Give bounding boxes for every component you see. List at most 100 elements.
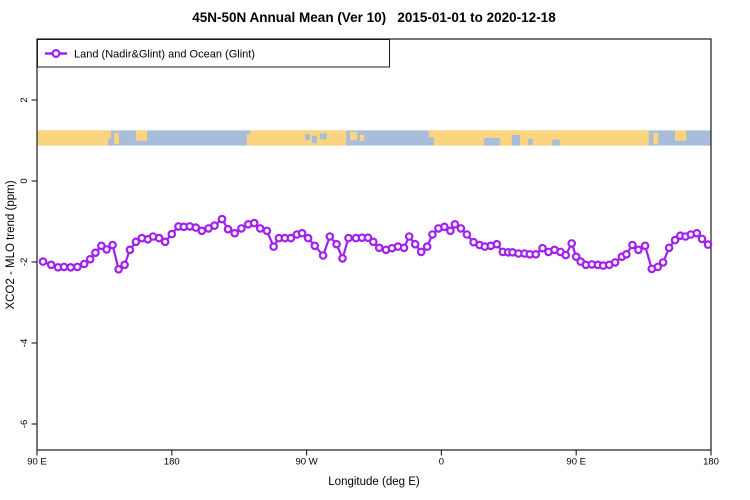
data-point — [269, 242, 278, 251]
legend-marker-icon — [51, 48, 61, 58]
data-point — [66, 262, 76, 272]
data-point — [38, 257, 48, 266]
data-point — [230, 228, 240, 238]
data-point — [531, 250, 541, 259]
data-point — [131, 237, 141, 247]
data-point — [120, 260, 129, 270]
data-point — [363, 233, 373, 243]
data-point — [255, 224, 265, 233]
x-tick-label: 0 — [439, 457, 444, 468]
data-point — [561, 250, 571, 260]
world-map-strip — [37, 130, 711, 146]
data-point — [697, 234, 707, 244]
data-point — [692, 228, 702, 238]
data-point — [410, 239, 420, 249]
data-point — [440, 222, 449, 232]
data-point — [492, 239, 502, 249]
data-point — [571, 252, 581, 262]
data-point — [318, 251, 328, 260]
map-lake-patch — [311, 135, 318, 144]
data-point — [404, 232, 414, 241]
data-point — [303, 233, 313, 243]
data-point — [399, 243, 409, 253]
data-point — [160, 237, 170, 247]
y-tick-label: 2 — [19, 97, 30, 102]
data-point — [670, 235, 680, 245]
map-land-patch — [114, 132, 120, 145]
data-point — [286, 233, 296, 243]
data-point — [223, 224, 233, 234]
data-point — [108, 240, 117, 250]
data-point — [428, 230, 437, 239]
map-lake-patch — [552, 139, 560, 146]
data-point — [262, 226, 272, 236]
data-point — [114, 264, 123, 274]
y-tick-label: -6 — [19, 420, 30, 428]
data-point — [374, 243, 384, 253]
map-lake-patch — [320, 133, 327, 140]
map-lake-patch — [484, 137, 500, 146]
chart-title: 45N-50N Annual Mean (Ver 10) 2015-01-01 … — [192, 10, 556, 25]
map-land-patch — [675, 130, 687, 141]
map-land-patch — [433, 130, 649, 146]
x-tick-label: 180 — [164, 457, 180, 468]
data-point — [538, 243, 547, 253]
x-tick-label: 90 E — [27, 457, 47, 468]
data-point — [297, 228, 307, 238]
data-point — [628, 240, 637, 250]
data-point — [46, 260, 56, 270]
data-point — [640, 241, 650, 251]
x-axis-ticks: 90 E 180 90 W 0 90 E 180 — [27, 450, 719, 468]
x-axis-title: Longitude (deg E) — [328, 476, 420, 488]
map-land-patch — [135, 130, 148, 141]
data-point — [368, 237, 378, 247]
map-land-patch — [37, 130, 109, 146]
x-tick-label: 180 — [703, 457, 719, 468]
x-tick-label: 90 W — [296, 457, 318, 468]
data-point — [210, 221, 219, 230]
data-point — [197, 226, 207, 236]
data-point — [658, 258, 668, 267]
map-lake-patch — [305, 134, 311, 141]
data-point — [249, 218, 259, 228]
data-point — [422, 242, 432, 251]
y-axis-ticks: 2 0 -2 -4 -6 — [19, 97, 37, 428]
map-land-patch — [246, 134, 251, 146]
data-point — [344, 233, 353, 243]
legend: Land (Nadir&Glint) and Ocean (Glint) — [37, 39, 390, 68]
y-axis-title: XCO2 - MLO trend (ppm) — [5, 180, 17, 309]
data-point — [456, 224, 466, 233]
data-point — [450, 220, 460, 229]
data-point — [664, 243, 674, 253]
data-point — [325, 232, 335, 241]
map-land-patch — [350, 131, 358, 141]
data-point — [332, 239, 341, 249]
y-tick-label: -2 — [19, 258, 30, 266]
data-point — [102, 245, 111, 254]
data-point — [217, 214, 227, 224]
data-point — [567, 239, 577, 248]
map-lake-patch — [528, 138, 533, 145]
data-point — [73, 262, 82, 272]
data-point — [79, 259, 89, 269]
data-point — [91, 248, 100, 258]
map-lake-patch — [511, 134, 521, 146]
data-point — [237, 224, 246, 233]
data-point — [416, 247, 426, 257]
data-point — [703, 240, 713, 249]
map-land-patch — [359, 134, 365, 142]
y-tick-label: -4 — [19, 339, 30, 347]
data-point — [634, 245, 643, 255]
map-land-patch — [250, 130, 347, 146]
data-point — [653, 262, 663, 272]
x-tick-label: 90 E — [566, 457, 586, 468]
legend-box — [37, 39, 390, 68]
data-point — [446, 226, 455, 236]
data-point — [310, 241, 320, 251]
y-tick-label: 0 — [19, 178, 30, 183]
data-point — [59, 262, 69, 272]
data-point — [462, 230, 472, 239]
data-point — [154, 233, 164, 243]
